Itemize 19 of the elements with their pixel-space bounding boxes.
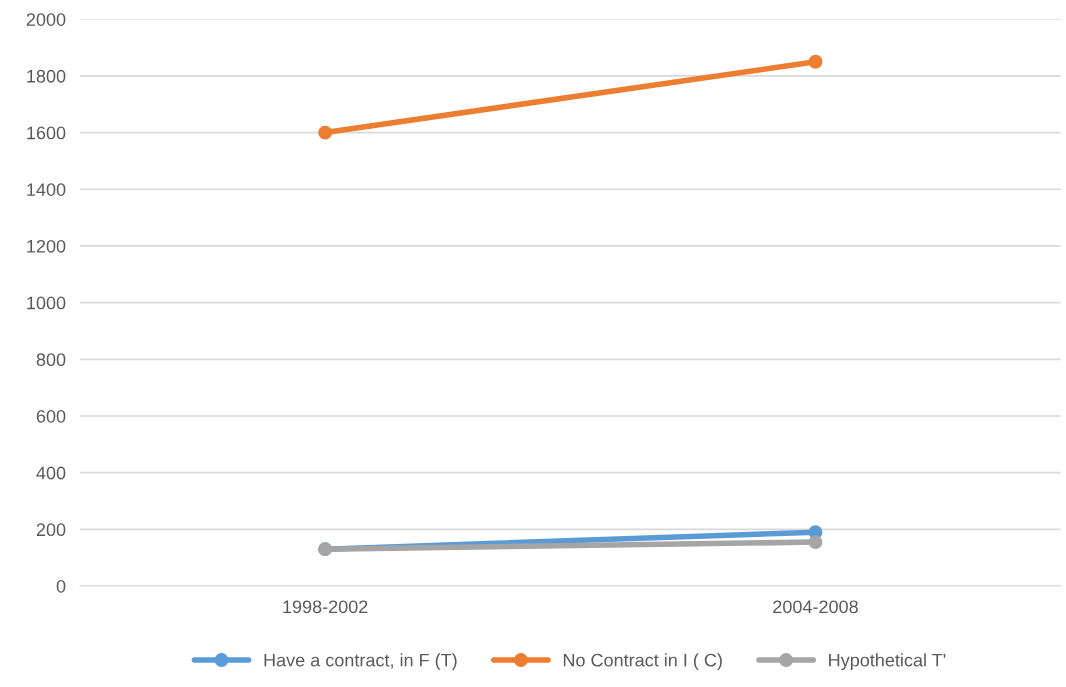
legend-label: No Contract in I ( C) [563,653,722,671]
y-tick-label: 1800 [27,69,66,83]
legend-label: Hypothetical T' [829,653,946,671]
y-tick-label: 400 [36,466,66,480]
y-tick-label: 1000 [27,296,66,310]
y-tick-label: 800 [36,353,66,367]
legend-label: Have a contract, in F (T) [264,653,457,671]
y-tick-label: 200 [36,523,66,537]
y-tick-label: 2000 [26,13,66,26]
y-tick-label: 0 [56,579,66,593]
y-tick-label: 1200 [27,239,66,253]
point [318,125,333,140]
y-tick-label: 1600 [27,126,66,140]
point [808,535,823,550]
point [808,54,823,69]
x-tick-label: 2004-2008 [773,600,858,614]
y-tick-label: 600 [36,409,66,423]
x-tick-label: 1998-2002 [283,600,368,614]
y-tick-label: 1400 [27,183,66,196]
